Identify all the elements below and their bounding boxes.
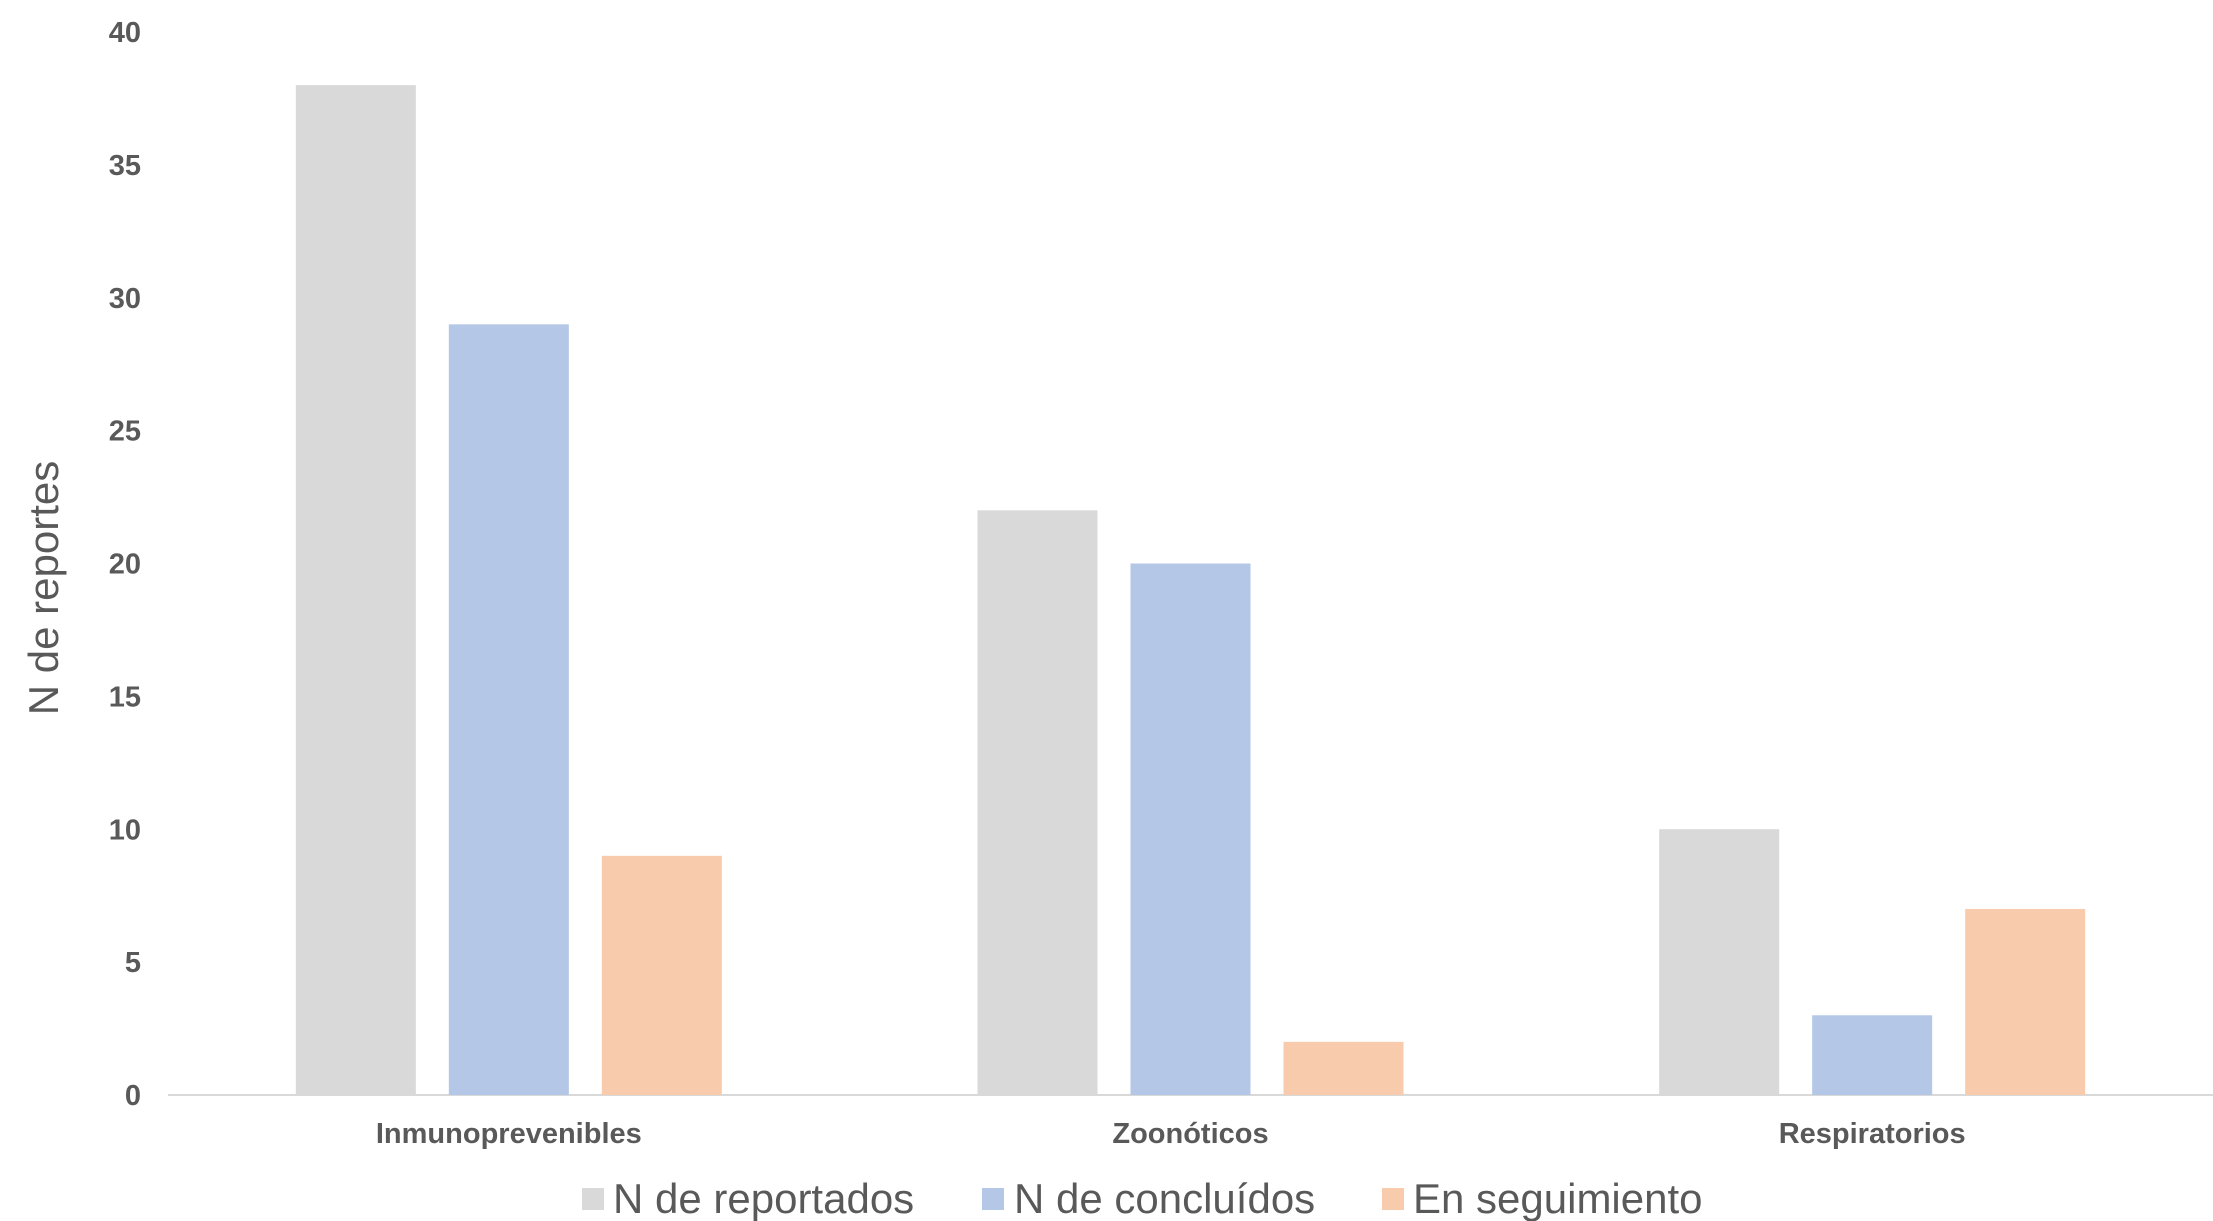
bar [449,324,569,1095]
y-tick-label: 40 [109,17,141,49]
category-label: Respiratorios [1779,1118,1966,1150]
y-tick-label: 0 [125,1080,141,1112]
bar [602,856,722,1095]
bar [1812,1015,1932,1095]
y-tick-label: 30 [109,283,141,315]
bar [1131,564,1251,1096]
y-axis-title: N de reportes [20,461,67,715]
y-tick-label: 35 [109,150,141,182]
bar [296,85,416,1095]
legend-swatch [982,1188,1004,1210]
y-tick-label: 15 [109,681,141,713]
legend-swatch [1382,1188,1404,1210]
bar [1284,1042,1404,1095]
bar [1965,909,2085,1095]
legend: N de reportados N de concluídos En seguimi… [582,1175,1703,1221]
y-axis-ticks: 0 5 10 15 20 25 30 35 40 [109,17,141,1112]
bar [1659,829,1779,1095]
legend-swatch [582,1188,604,1210]
legend-label: En seguimiento [1413,1175,1703,1221]
legend-label: N de reportados [613,1175,914,1221]
category-label: Zoonóticos [1112,1118,1268,1150]
x-axis-categories: Inmunoprevenibles Zoonóticos Respiratorios [376,1118,1966,1150]
bar [978,510,1098,1095]
category-label: Inmunoprevenibles [376,1118,642,1150]
legend-label: N de concluídos [1014,1175,1315,1221]
bars [296,85,2085,1095]
y-tick-label: 25 [109,416,141,448]
y-tick-label: 10 [109,814,141,846]
y-tick-label: 5 [125,947,141,979]
y-tick-label: 20 [109,549,141,581]
